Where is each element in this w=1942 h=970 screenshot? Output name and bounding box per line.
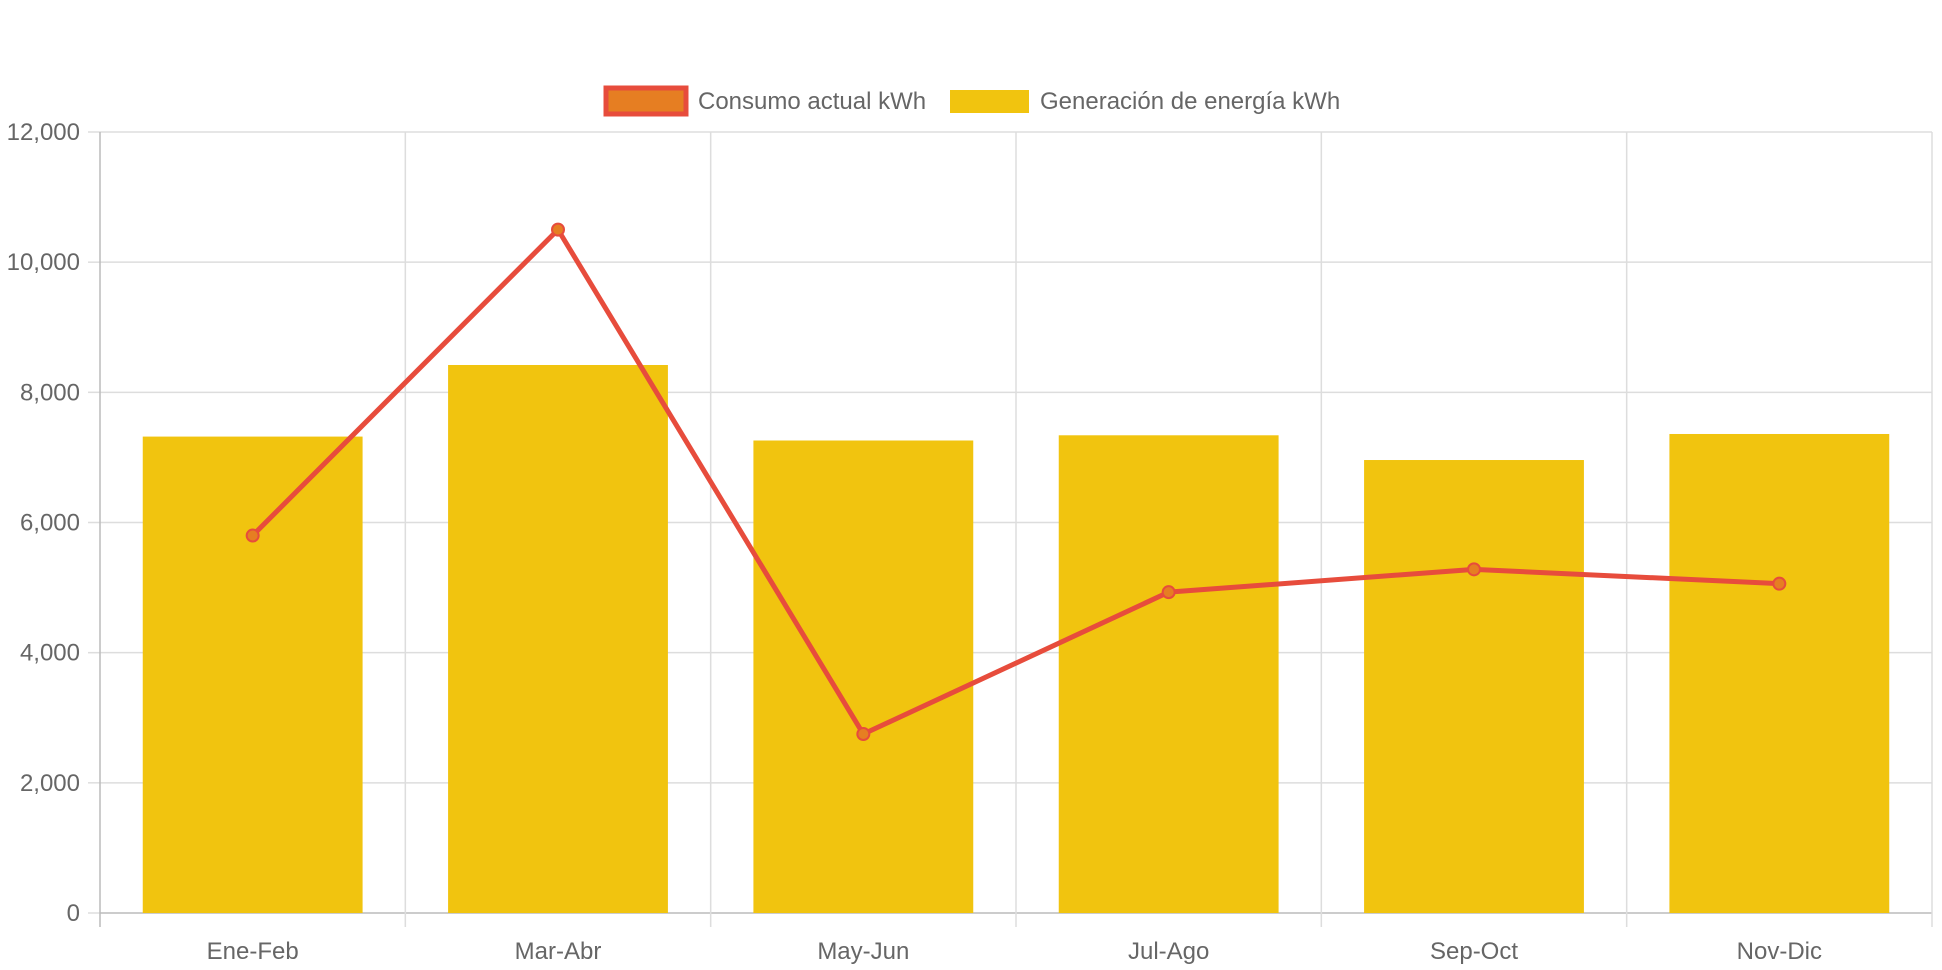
line-series bbox=[245, 222, 1787, 742]
grid bbox=[88, 131, 1933, 927]
legend-item-generacion[interactable]: Generación de energía kWh bbox=[950, 88, 1340, 115]
bar-generacion bbox=[448, 364, 668, 914]
x-tick-label: May-Jun bbox=[817, 938, 909, 965]
y-tick-label: 6,000 bbox=[20, 510, 80, 537]
x-tick-label: Sep-Oct bbox=[1430, 938, 1518, 965]
bar-generacion bbox=[753, 440, 974, 913]
legend-item-consumo[interactable]: Consumo actual kWh bbox=[603, 85, 926, 117]
legend-label-consumo: Consumo actual kWh bbox=[698, 88, 926, 115]
bar-generacion bbox=[1669, 433, 1890, 913]
legend-swatch-generacion bbox=[950, 90, 1029, 113]
legend: Consumo actual kWh Generación de energía… bbox=[603, 85, 1340, 117]
y-tick-label: 2,000 bbox=[20, 770, 80, 797]
y-tick-label: 10,000 bbox=[7, 249, 80, 276]
bar-generacion bbox=[1364, 460, 1584, 913]
bar-generacion bbox=[142, 436, 363, 913]
point-consumo bbox=[1467, 562, 1481, 577]
y-tick-label: 12,000 bbox=[7, 119, 80, 146]
bar-generacion bbox=[1058, 435, 1279, 913]
bar-series bbox=[142, 364, 1890, 914]
point-consumo bbox=[856, 727, 871, 742]
y-tick-label: 4,000 bbox=[20, 640, 80, 667]
legend-swatch-consumo bbox=[603, 85, 689, 117]
point-consumo bbox=[1772, 576, 1787, 591]
line-consumo bbox=[250, 227, 1780, 737]
x-tick-label: Ene-Feb bbox=[207, 938, 299, 965]
x-tick-label: Jul-Ago bbox=[1128, 938, 1209, 965]
axes: 0 2,000 4,000 6,000 8,000 10,000 12,000 Ene-Feb… bbox=[7, 119, 1822, 965]
point-consumo bbox=[1161, 585, 1176, 600]
x-tick-label: Nov-Dic bbox=[1737, 938, 1822, 965]
y-tick-label: 8,000 bbox=[20, 379, 80, 406]
legend-label-generacion: Generación de energía kWh bbox=[1040, 88, 1340, 115]
y-tick-label: 0 bbox=[67, 900, 80, 927]
x-tick-label: Mar-Abr bbox=[515, 938, 602, 965]
point-consumo bbox=[551, 222, 565, 237]
point-consumo bbox=[245, 528, 260, 543]
